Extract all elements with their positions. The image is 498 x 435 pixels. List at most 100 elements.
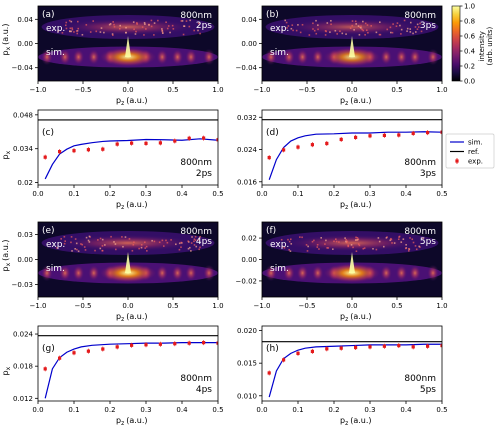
exp-speckle bbox=[153, 22, 156, 24]
exp-speckle bbox=[199, 32, 201, 35]
exp-speckle bbox=[111, 33, 114, 35]
exp-speckle bbox=[84, 249, 87, 251]
exp-speckle bbox=[416, 28, 419, 30]
exp-speckle bbox=[195, 245, 198, 248]
exp-speckle bbox=[400, 33, 402, 35]
colorbar-label: intensity bbox=[478, 31, 486, 61]
plot-area bbox=[38, 335, 218, 399]
x-tick-label: 0.4 bbox=[400, 406, 412, 414]
exp-speckle bbox=[166, 27, 169, 30]
exp-speckle bbox=[171, 24, 174, 27]
exp-speckle bbox=[396, 22, 399, 24]
exp-point bbox=[325, 347, 329, 351]
sim-region-label: sim. bbox=[46, 48, 65, 58]
x-tick-label: 0.2 bbox=[104, 406, 115, 414]
exp-speckle bbox=[414, 26, 417, 28]
exp-speckle bbox=[418, 245, 420, 248]
exp-speckle bbox=[70, 241, 72, 244]
delay-label: 4ps bbox=[196, 385, 212, 395]
exp-speckle bbox=[358, 26, 361, 29]
exp-region-label: exp. bbox=[46, 240, 65, 250]
exp-speckle bbox=[350, 244, 353, 246]
x-axis-label: pz (a.u.) bbox=[116, 416, 148, 427]
exp-point bbox=[158, 141, 162, 145]
x-axis-label: pz (a.u.) bbox=[340, 416, 372, 427]
exp-speckle bbox=[339, 30, 341, 32]
x-tick-label: −0.5 bbox=[299, 302, 316, 310]
exp-speckle bbox=[297, 24, 299, 26]
exp-speckle bbox=[355, 236, 357, 239]
exp-speckle bbox=[161, 28, 163, 30]
exp-speckle bbox=[135, 30, 137, 33]
exp-speckle bbox=[306, 250, 309, 252]
sim-fringe bbox=[395, 264, 408, 282]
exp-speckle bbox=[151, 239, 153, 242]
x-tick-label: −0.5 bbox=[299, 86, 316, 94]
x-tick-label: 0.3 bbox=[364, 190, 375, 198]
sim-fringe bbox=[185, 264, 197, 282]
exp-speckle bbox=[76, 248, 78, 251]
exp-point bbox=[86, 349, 90, 353]
axes-frame bbox=[261, 109, 443, 186]
exp-speckle bbox=[101, 238, 104, 241]
x-tick-label: 0.2 bbox=[104, 190, 115, 198]
exp-speckle bbox=[69, 27, 72, 30]
exp-speckle bbox=[140, 244, 143, 246]
sim-fringe bbox=[409, 48, 421, 66]
exp-speckle bbox=[75, 242, 78, 245]
exp-speckle bbox=[404, 247, 407, 250]
y-tick-label: 0.03 bbox=[17, 231, 33, 239]
exp-speckle bbox=[391, 242, 393, 244]
exp-speckle bbox=[108, 23, 111, 26]
exp-speckle bbox=[362, 20, 364, 23]
exp-speckle bbox=[119, 24, 121, 27]
exp-speckle bbox=[378, 240, 381, 243]
y-tick-label: 0.00 bbox=[17, 256, 33, 264]
plot-area bbox=[38, 119, 218, 180]
exp-point bbox=[382, 344, 386, 348]
exp-point bbox=[158, 342, 162, 346]
exp-speckle bbox=[324, 34, 327, 36]
exp-speckle bbox=[291, 24, 294, 26]
exp-speckle bbox=[70, 236, 73, 238]
exp-speckle bbox=[390, 238, 393, 241]
exp-speckle bbox=[167, 25, 170, 27]
exp-speckle bbox=[406, 27, 409, 30]
exp-point bbox=[382, 133, 386, 138]
sim-fringe bbox=[59, 48, 71, 66]
exp-speckle bbox=[285, 21, 288, 24]
exp-point bbox=[310, 349, 314, 354]
exp-point bbox=[130, 343, 134, 347]
exp-speckle bbox=[136, 23, 138, 25]
exp-speckle bbox=[332, 248, 334, 250]
y-tick-label: −0.04 bbox=[12, 64, 34, 72]
colorbar-label-units: (arb. units) bbox=[486, 26, 494, 65]
y-tick-label: 0.020 bbox=[237, 327, 257, 335]
exp-speckle bbox=[115, 248, 117, 251]
exp-speckle bbox=[71, 28, 74, 31]
panel-label: (e) bbox=[42, 226, 55, 236]
exp-point bbox=[115, 345, 119, 349]
y-tick-label: 0.024 bbox=[13, 331, 34, 339]
exp-speckle bbox=[170, 239, 172, 241]
colorbar-tick-label: 0.6 bbox=[464, 33, 476, 41]
panel-label: (c) bbox=[42, 128, 54, 138]
exp-speckle bbox=[132, 243, 135, 246]
exp-speckle bbox=[94, 249, 96, 252]
colorbar-tick-label: 0.8 bbox=[464, 18, 475, 26]
y-tick-label: 0.015 bbox=[237, 360, 257, 368]
x-tick-label: 0.0 bbox=[256, 190, 267, 198]
exp-speckle bbox=[362, 29, 365, 32]
exp-speckle bbox=[354, 239, 357, 241]
exp-speckle bbox=[329, 31, 331, 33]
exp-speckle bbox=[372, 248, 374, 250]
panel-label: (d) bbox=[266, 128, 279, 138]
exp-speckle bbox=[415, 248, 418, 251]
y-tick-label: 0.00 bbox=[241, 256, 257, 264]
exp-speckle bbox=[345, 33, 347, 35]
exp-speckle bbox=[288, 248, 290, 251]
exp-speckle bbox=[193, 29, 195, 32]
